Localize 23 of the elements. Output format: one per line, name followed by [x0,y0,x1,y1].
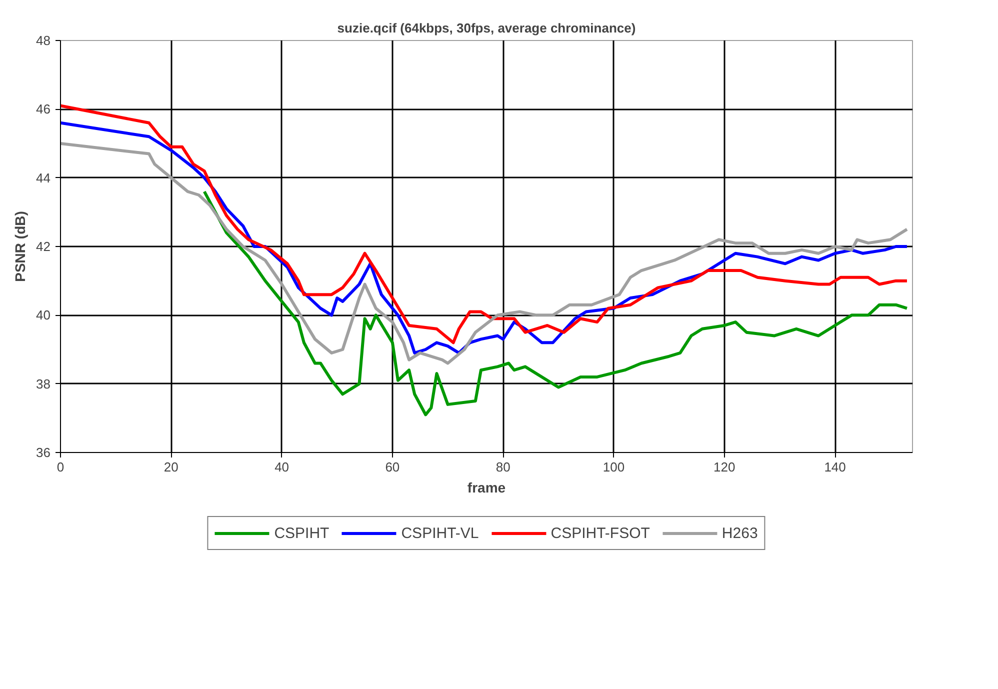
legend-label: CSPIHT-VL [401,524,479,542]
x-tick-label: 0 [56,460,64,474]
y-tick-label: 44 [36,170,51,186]
x-tick-label: 120 [714,460,736,474]
x-tick-label: 100 [602,460,625,474]
x-tick-label: 80 [496,460,510,474]
legend-label: H263 [722,524,758,542]
x-tick-label: 140 [824,460,846,474]
x-tick-label: 20 [164,460,178,474]
y-axis-title: PSNR (dB) [12,211,28,282]
x-axis-title: frame [467,480,506,496]
x-tick-label: 40 [274,460,290,474]
y-tick-label: 42 [36,239,51,254]
y-tick-label: 40 [36,308,51,323]
y-tick-label: 38 [36,376,51,392]
y-tick-label: 46 [36,102,51,117]
y-tick-label: 36 [36,445,51,460]
legend-label: CSPIHT [274,524,330,542]
legend-label: CSPIHT-FSOT [550,524,650,542]
chart-title: suzie.qcif (64kbps, 30fps, average chrominance) [337,20,636,36]
y-tick-label: 48 [36,33,51,48]
x-tick-label: 60 [385,460,400,474]
line-series [202,190,908,416]
